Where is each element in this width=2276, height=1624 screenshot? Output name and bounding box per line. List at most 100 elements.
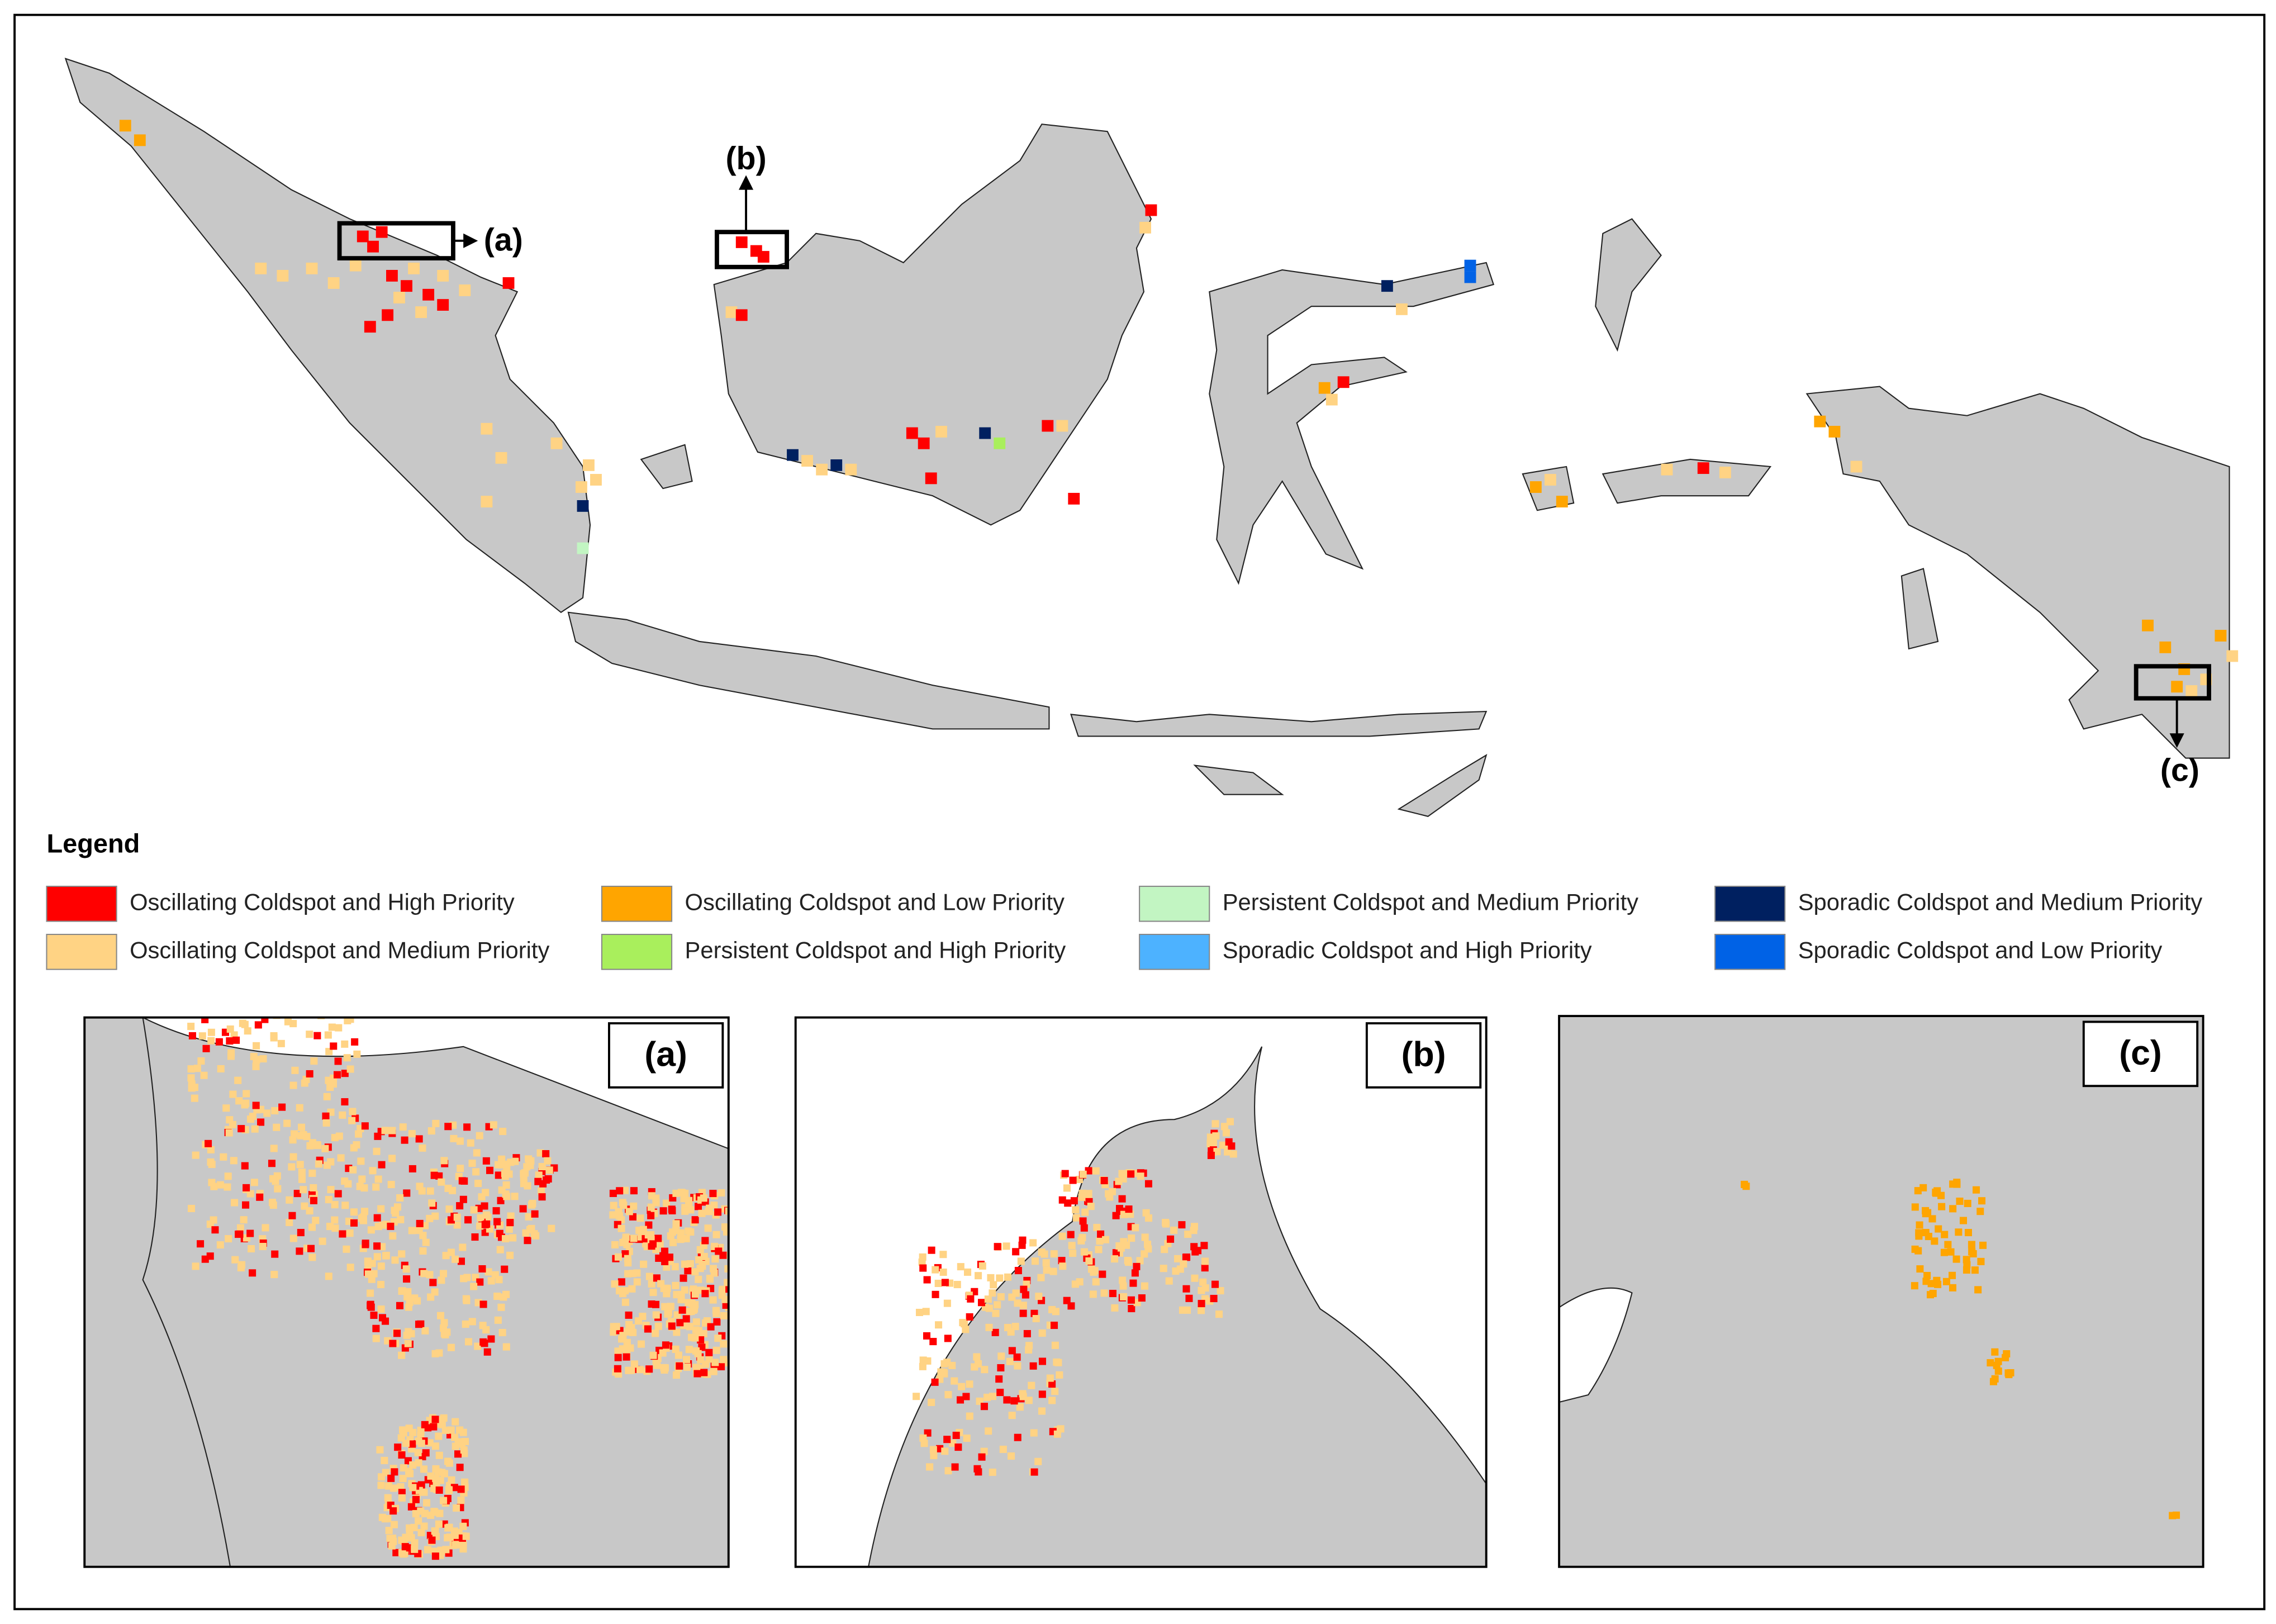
hotspot-cell <box>677 1236 685 1243</box>
hotspot-cell <box>458 1177 466 1185</box>
hotspot-cell <box>1979 1241 1987 1249</box>
hotspot-cell <box>1095 1246 1103 1253</box>
hotspot-cell <box>685 1227 692 1235</box>
hotspot-cell <box>1162 1219 1170 1227</box>
hotspot-cell <box>1012 1289 1020 1297</box>
hotspot-cell <box>525 1155 533 1163</box>
hotspot-cell <box>409 1484 417 1492</box>
hotspot-cell <box>980 1447 988 1455</box>
hotspot-cell <box>387 1181 395 1189</box>
hotspot-cell <box>845 463 857 476</box>
arrowhead <box>2169 733 2184 748</box>
hotspot-cell <box>405 1303 412 1311</box>
hotspot-cell <box>923 1276 931 1284</box>
hotspot-cell <box>1220 1123 1229 1131</box>
hotspot-cell <box>1002 1242 1010 1250</box>
hotspot-cell <box>455 1528 463 1536</box>
legend-swatch <box>1714 885 1786 922</box>
hotspot-cell <box>932 1266 939 1274</box>
hotspot-cell <box>1125 1205 1133 1213</box>
hotspot-cell <box>357 1157 365 1165</box>
hotspot-cell <box>1003 1396 1011 1404</box>
hotspot-cell <box>1012 1248 1020 1256</box>
hotspot-cell <box>672 1227 680 1234</box>
hotspot-cell <box>498 1328 506 1337</box>
hotspot-cell <box>412 1495 420 1503</box>
hotspot-cell <box>609 1189 617 1197</box>
hotspot-cell <box>542 1150 550 1158</box>
hotspot-cell <box>919 1356 927 1364</box>
inset-border <box>83 1016 730 1568</box>
hotspot-cell <box>269 1175 277 1183</box>
hotspot-cell <box>497 1303 505 1311</box>
legend-swatch <box>1139 885 1210 922</box>
hotspot-cell <box>310 1057 318 1065</box>
hotspot-cell <box>494 1316 502 1324</box>
hotspot-cell <box>830 459 843 471</box>
hotspot-cell <box>460 1446 468 1454</box>
hotspot-cell <box>695 1275 702 1283</box>
hotspot-cell <box>919 1253 926 1261</box>
hotspot-cell <box>372 1335 380 1342</box>
hotspot-cell <box>919 1362 926 1370</box>
hotspot-cell <box>349 1108 357 1115</box>
hotspot-cell <box>482 1189 490 1196</box>
hotspot-cell <box>415 1517 422 1525</box>
hotspot-cell <box>2171 681 2183 693</box>
hotspot-cell <box>407 1330 415 1338</box>
hotspot-cell <box>994 1243 1001 1251</box>
hotspot-cell <box>391 1468 398 1476</box>
hotspot-cell <box>386 269 398 282</box>
hotspot-cell <box>1029 1362 1037 1370</box>
hotspot-cell <box>293 1190 301 1198</box>
hotspot-cell <box>1011 1323 1019 1331</box>
hotspot-cell <box>649 1351 657 1359</box>
hotspot-cell <box>249 1113 256 1120</box>
hotspot-cell <box>452 1442 459 1450</box>
hotspot-cell <box>1318 382 1331 394</box>
inset-label-box <box>608 1022 724 1089</box>
hotspot-cell <box>453 1221 461 1229</box>
hotspot-cell <box>509 1234 517 1242</box>
hotspot-cell <box>230 1157 237 1165</box>
hotspot-cell <box>427 1472 435 1480</box>
hotspot-cell <box>1063 1184 1071 1192</box>
hotspot-cell <box>205 1139 212 1147</box>
hotspot-cell <box>244 1027 251 1035</box>
hotspot-cell <box>225 1235 232 1243</box>
hotspot-cell <box>704 1224 712 1232</box>
hotspot-cell <box>250 1053 258 1061</box>
hotspot-cell <box>420 1465 428 1473</box>
hotspot-cell <box>948 1361 956 1369</box>
hotspot-cell <box>306 262 318 274</box>
hotspot-cell <box>683 1363 691 1371</box>
hotspot-cell <box>367 1226 375 1234</box>
hotspot-cell <box>246 1229 254 1237</box>
hotspot-cell <box>1938 1203 1946 1210</box>
hotspot-cell <box>1028 1381 1035 1389</box>
hotspot-cell <box>420 1522 428 1530</box>
hotspot-cell <box>1227 1118 1234 1126</box>
hotspot-cell <box>415 1135 423 1143</box>
hotspot-cell <box>440 1470 448 1478</box>
hotspot-cell <box>1964 1229 1972 1237</box>
hotspot-cell <box>412 1510 420 1518</box>
hotspot-cell <box>278 1103 286 1111</box>
hotspot-cell <box>431 1527 439 1535</box>
hotspot-cell <box>331 1201 339 1209</box>
hotspot-cell <box>252 1062 260 1070</box>
hotspot-cell <box>388 1155 396 1162</box>
hotspot-cell <box>1042 420 1054 432</box>
hotspot-cell <box>216 1181 224 1189</box>
callout-label: (c) <box>2160 753 2199 789</box>
hotspot-cell <box>1014 1267 1022 1275</box>
hotspot-cell <box>710 1367 718 1375</box>
hotspot-cell <box>477 1214 484 1222</box>
hotspot-cell <box>440 1497 448 1504</box>
hotspot-cell <box>328 1023 336 1031</box>
hotspot-cell <box>725 1285 729 1293</box>
hotspot-cell <box>208 1161 216 1169</box>
hotspot-cell <box>481 496 493 508</box>
hotspot-cell <box>1211 1280 1219 1288</box>
